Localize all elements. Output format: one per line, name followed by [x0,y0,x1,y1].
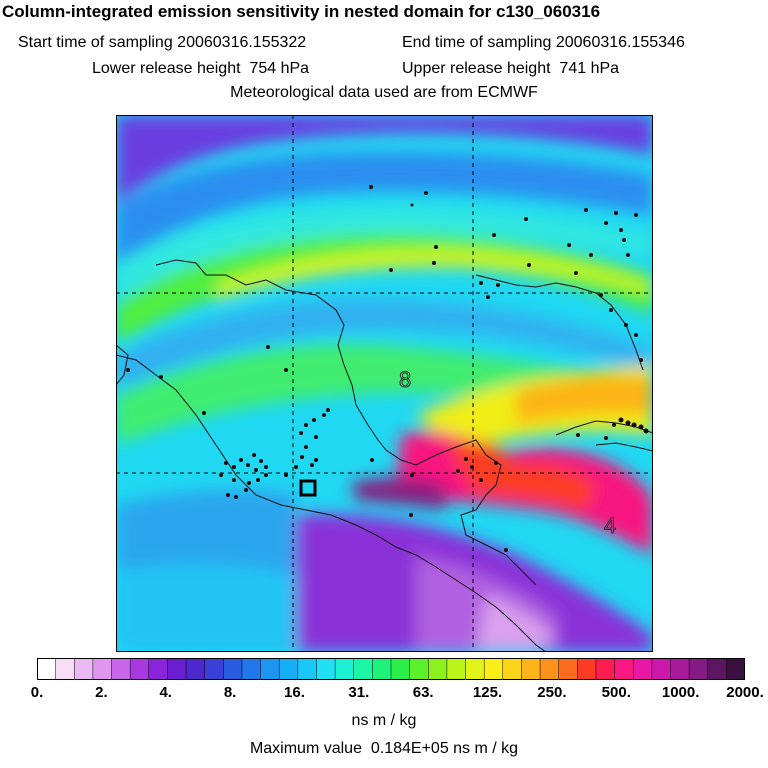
colorbar-cell [260,658,281,680]
colorbar-cell [278,658,299,680]
colorbar-cell [129,658,150,680]
colorbar-cell [483,658,504,680]
colorbar-tick-label: 8. [223,684,237,701]
colorbar-tick-label: 4. [159,684,172,701]
colorbar-tick-label: 250. [537,684,567,701]
colorbar-tick-label: 31. [348,684,370,701]
colorbar-tick-label: 1000. [661,684,700,701]
colorbar-cell [632,658,653,680]
colorbar-tick-label: 500. [601,684,631,701]
colorbar-cell [409,658,430,680]
colorbar-tick-label: 16. [284,684,305,701]
colorbar-tick-label: 63. [412,684,434,701]
max-value-label: Maximum value 0.184E+05 ns m / kg [249,740,519,757]
colorbar-cell [670,658,690,680]
colorbar-cell [204,658,225,680]
colorbar-tick-label: 2. [95,684,108,701]
colorbar-cell [148,658,169,680]
lat-lon-grid [116,115,653,652]
station-points [126,185,649,552]
colorbar-cell [372,658,392,680]
sensitivity-field [116,115,653,652]
contour-label-4: 4 [604,513,616,538]
colorbar-cell [577,658,597,680]
colorbar-cell [74,658,94,680]
release-location-marker [299,479,317,497]
colorbar [37,658,745,680]
colorbar-cell [502,658,523,680]
contour-label-8: 8 [399,367,411,392]
colorbar-cell [297,658,318,680]
colorbar-cell [167,658,187,680]
colorbar-cell [390,658,411,680]
colorbar-cell [111,658,132,680]
end-time-label: End time of sampling 20060316.155346 [402,34,685,51]
colorbar-cell [539,658,560,680]
colorbar-tick-label: 2000. [726,684,764,701]
colorbar-cell [334,658,355,680]
colorbar-cell [651,658,672,680]
colorbar-cell [223,658,243,680]
start-time-label: Start time of sampling 20060316.155322 [18,34,307,51]
colorbar-cell [595,658,616,680]
colorbar-cell [726,658,745,680]
upper-height-label: Upper release height 741 hPa [402,60,620,77]
colorbar-cell [614,658,635,680]
colorbar-cell [353,658,374,680]
colorbar-units: ns m / kg [351,712,417,729]
colorbar-cell [688,658,709,680]
colorbar-cell [37,658,57,680]
colorbar-cell [558,658,579,680]
colorbar-cell [241,658,262,680]
colorbar-cell [446,658,467,680]
coastlines [116,259,653,652]
colorbar-cell [185,658,206,680]
colorbar-cell [428,658,448,680]
sensitivity-map: 8 4 [116,115,653,652]
colorbar-cell [465,658,486,680]
colorbar-cell [521,658,541,680]
plot-title: Column-integrated emission sensitivity i… [2,2,601,21]
colorbar-cell [316,658,336,680]
colorbar-cell [92,658,113,680]
colorbar-tick-label: 125. [472,684,503,701]
met-data-label: Meteorological data used are from ECMWF [230,84,538,101]
colorbar-cell [55,658,76,680]
lower-height-label: Lower release height 754 hPa [92,60,310,77]
colorbar-cell [707,658,728,680]
colorbar-tick-label: 0. [30,684,44,701]
map-frame [116,115,653,652]
